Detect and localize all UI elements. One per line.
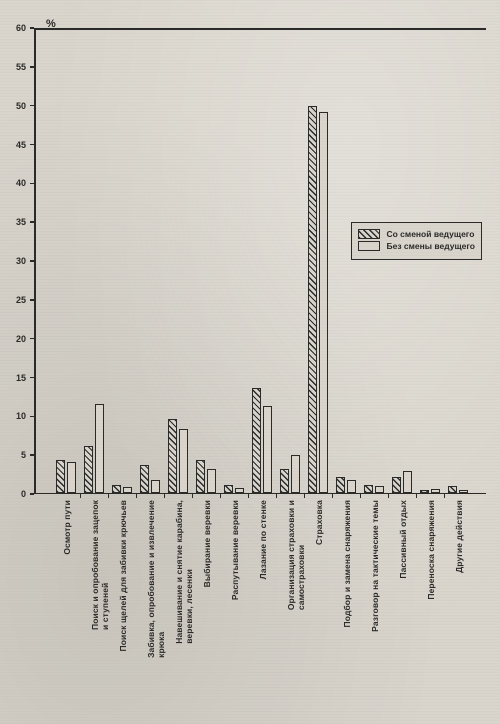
x-group-tick [388, 493, 389, 498]
ytick [30, 105, 34, 107]
bar-series-a [336, 477, 345, 492]
bar-series-b [207, 469, 216, 492]
legend-swatch-hatched [358, 229, 380, 239]
x-label: Лазание по стенке [259, 500, 269, 579]
ytick-label: 35 [6, 217, 26, 227]
x-label: Организация страховки и самостраховки [287, 500, 307, 610]
bar-series-a [168, 419, 177, 492]
x-label: Выбирание веревки [203, 500, 213, 587]
x-label: Забивка, опробование и извлечение крюка [147, 500, 167, 658]
chart: % 051015202530354045505560 Со сменой вед… [34, 14, 486, 494]
bar-series-b [235, 488, 244, 493]
bar-series-b [375, 486, 384, 492]
bar-series-b [263, 406, 272, 493]
bar-series-a [252, 388, 261, 492]
x-group-tick [248, 493, 249, 498]
legend: Со сменой ведущего Без смены ведущего [351, 222, 482, 260]
legend-item: Без смены ведущего [358, 241, 475, 251]
x-group-tick [360, 493, 361, 498]
bar-series-b [459, 490, 468, 492]
bar-series-a [224, 485, 233, 493]
x-label: Поиск щелей для забивки крючьев [119, 500, 129, 651]
bar-series-a [56, 460, 65, 492]
x-group-tick [416, 493, 417, 498]
bar-series-a [420, 490, 429, 492]
ytick [30, 493, 34, 495]
x-group-tick [332, 493, 333, 498]
x-label: Разговор на тактические темы [371, 500, 381, 632]
ytick [30, 260, 34, 262]
x-group-tick [444, 493, 445, 498]
ytick [30, 299, 34, 301]
ytick-label: 0 [6, 489, 26, 499]
bar-series-b [179, 429, 188, 492]
x-label: Навешивание и снятие карабина, веревки, … [175, 500, 195, 644]
bar-series-b [291, 455, 300, 492]
ytick-label: 45 [6, 140, 26, 150]
x-group-tick [192, 493, 193, 498]
bar-series-b [123, 487, 132, 492]
legend-label: Со сменой ведущего [386, 229, 474, 239]
x-label: Распутывание веревки [231, 500, 241, 600]
ytick [30, 27, 34, 29]
ytick [30, 454, 34, 456]
bar-series-a [392, 477, 401, 492]
x-label: Подбор и замена снаряжения [343, 500, 353, 627]
bar-series-a [112, 485, 121, 493]
x-label: Поиск и опробование зацепок и ступеней [91, 500, 111, 630]
bar-series-a [308, 106, 317, 493]
bar-series-a [196, 460, 205, 492]
legend-swatch-plain [358, 241, 380, 251]
x-label: Страховка [315, 500, 325, 545]
ytick-label: 25 [6, 295, 26, 305]
ytick-label: 60 [6, 23, 26, 33]
x-group-tick [136, 493, 137, 498]
ytick-label: 15 [6, 373, 26, 383]
x-group-tick [276, 493, 277, 498]
x-group-tick [220, 493, 221, 498]
ytick-label: 20 [6, 334, 26, 344]
bar-series-a [280, 469, 289, 492]
legend-label: Без смены ведущего [386, 241, 475, 251]
x-label: Переноска снаряжения [427, 500, 437, 600]
bar-series-a [84, 446, 93, 492]
bar-series-b [403, 471, 412, 493]
ytick [30, 183, 34, 185]
x-label: Другие действия [455, 500, 465, 573]
ytick [30, 221, 34, 223]
ytick-label: 40 [6, 178, 26, 188]
bar-series-b [95, 404, 104, 493]
ytick-label: 10 [6, 411, 26, 421]
ytick [30, 338, 34, 340]
x-group-tick [304, 493, 305, 498]
bar-series-b [347, 480, 356, 492]
ytick [30, 377, 34, 379]
bar-series-a [140, 465, 149, 492]
ytick-label: 55 [6, 62, 26, 72]
ytick [30, 416, 34, 418]
bar-series-b [151, 480, 160, 492]
legend-item: Со сменой ведущего [358, 229, 475, 239]
x-group-tick [108, 493, 109, 498]
bars-area [34, 29, 486, 493]
bar-series-b [319, 112, 328, 492]
ytick [30, 66, 34, 68]
bar-series-a [448, 486, 457, 492]
x-label: Осмотр пути [63, 500, 73, 555]
bar-series-b [67, 462, 76, 493]
bar-series-a [364, 485, 373, 493]
x-group-tick [80, 493, 81, 498]
ytick-label: 5 [6, 450, 26, 460]
x-group-tick [164, 493, 165, 498]
ytick [30, 144, 34, 146]
bar-series-b [431, 489, 440, 493]
x-axis [34, 493, 486, 495]
x-label: Пассивный отдых [399, 500, 409, 579]
ytick-label: 50 [6, 101, 26, 111]
ytick-label: 30 [6, 256, 26, 266]
